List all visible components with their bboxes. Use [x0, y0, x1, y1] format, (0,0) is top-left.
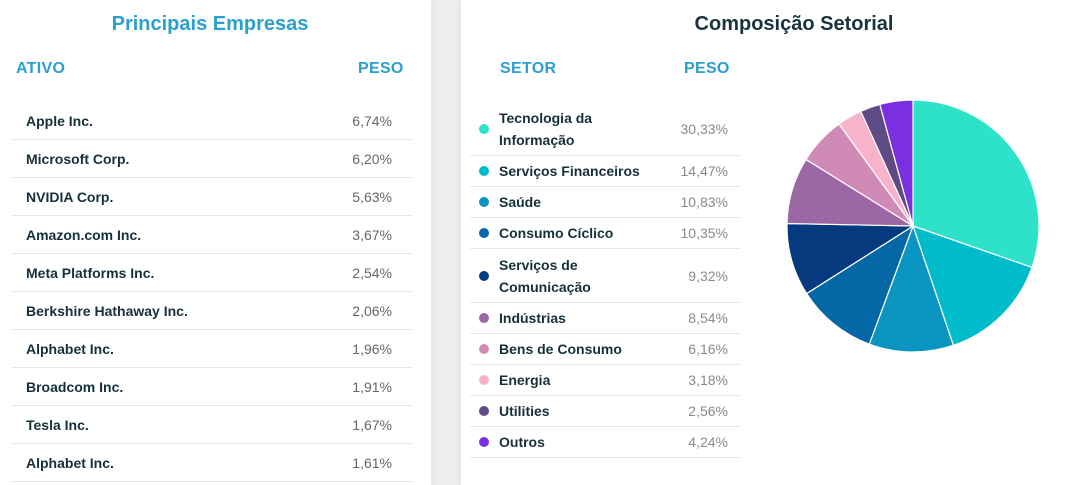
sector-color-dot-icon: [479, 166, 489, 176]
sector-row: Indústrias 8,54%: [470, 303, 740, 334]
company-name: NVIDIA Corp.: [26, 188, 114, 205]
sector-weight: 9,32%: [688, 267, 728, 284]
sector-weight: 6,16%: [688, 341, 728, 357]
pie-slice[interactable]: [868, 224, 955, 353]
sector-color-dot-icon: [479, 344, 489, 354]
company-row: Alphabet Inc. 1,61%: [12, 444, 412, 482]
sector-pie-chart: [786, 99, 1040, 353]
company-row: Meta Platforms Inc. 2,54%: [12, 254, 412, 292]
company-name: Amazon.com Inc.: [26, 226, 142, 243]
sector-color-dot-icon: [479, 313, 489, 323]
sector-name: Serviços Financeiros: [499, 163, 640, 179]
sector-color-dot-icon: [479, 228, 489, 238]
company-row: NVIDIA Corp. 5,63%: [12, 178, 412, 216]
company-weight: 3,67%: [352, 226, 392, 243]
company-name: Broadcom Inc.: [26, 378, 124, 395]
sector-weight: 8,54%: [688, 310, 728, 326]
sector-row: Energia 3,18%: [470, 365, 740, 396]
company-name: Alphabet Inc.: [26, 340, 114, 357]
sector-color-dot-icon: [479, 123, 489, 134]
company-name: Tesla Inc.: [26, 416, 89, 433]
sector-color-dot-icon: [479, 375, 489, 385]
pie-slice[interactable]: [912, 225, 1033, 347]
company-name: Apple Inc.: [26, 112, 93, 129]
sector-name: Bens de Consumo: [499, 341, 622, 357]
sector-name: Outros: [499, 434, 545, 450]
company-row: Microsoft Corp. 6,20%: [12, 140, 412, 178]
sector-name: Serviços de Comunicação: [499, 256, 591, 295]
company-weight: 2,06%: [352, 302, 392, 319]
sector-weight: 2,56%: [688, 403, 728, 419]
sector-row: Bens de Consumo 6,16%: [470, 334, 740, 365]
sector-weight-column-header: PESO: [684, 60, 730, 77]
sector-row: Tecnologia da Informação 30,33%: [470, 102, 740, 156]
company-weight: 1,96%: [352, 340, 392, 357]
company-weight: 6,20%: [352, 150, 392, 167]
sector-weight: 10,83%: [680, 194, 728, 210]
sector-weight: 4,24%: [688, 434, 728, 450]
sector-row: Utilities 2,56%: [470, 396, 740, 427]
company-weight: 5,63%: [352, 188, 392, 205]
company-row: Apple Inc. 6,74%: [12, 102, 412, 140]
company-weight: 1,91%: [352, 378, 392, 395]
sector-color-dot-icon: [479, 406, 489, 416]
company-row: Amazon.com Inc. 3,67%: [12, 216, 412, 254]
sector-weight: 30,33%: [680, 120, 728, 137]
company-name: Microsoft Corp.: [26, 150, 130, 167]
company-row: Tesla Inc. 1,67%: [12, 406, 412, 444]
sector-name: Consumo Cíclico: [499, 225, 614, 241]
company-name: Alphabet Inc.: [26, 454, 114, 471]
company-weight: 1,67%: [352, 416, 392, 433]
company-weight: 1,61%: [352, 454, 392, 471]
company-row: Berkshire Hathaway Inc. 2,06%: [12, 292, 412, 330]
pie-slice[interactable]: [805, 224, 915, 345]
sector-name: Saúde: [499, 194, 542, 210]
sector-color-dot-icon: [479, 270, 489, 281]
sector-row: Serviços de Comunicação 9,32%: [470, 249, 740, 303]
company-weight: 6,74%: [352, 112, 392, 129]
sector-weight: 14,47%: [680, 163, 728, 179]
sector-name: Utilities: [499, 403, 550, 419]
company-name: Berkshire Hathaway Inc.: [26, 302, 188, 319]
asset-column-header: ATIVO: [16, 60, 66, 77]
sector-row: Outros 4,24%: [470, 427, 740, 458]
sector-name: Tecnologia da Informação: [499, 109, 593, 148]
sector-color-dot-icon: [479, 197, 489, 207]
company-name: Meta Platforms Inc.: [26, 264, 155, 281]
company-weight: 2,54%: [352, 264, 392, 281]
sector-row: Consumo Cíclico 10,35%: [470, 218, 740, 249]
company-row: Broadcom Inc. 1,91%: [12, 368, 412, 406]
sector-row: Serviços Financeiros 14,47%: [470, 156, 740, 187]
weight-column-header: PESO: [358, 60, 404, 77]
sector-name: Indústrias: [499, 310, 566, 326]
sector-row: Saúde 10,83%: [470, 187, 740, 218]
company-row: Alphabet Inc. 1,96%: [12, 330, 412, 368]
sector-color-dot-icon: [479, 437, 489, 447]
top-companies-title: Principais Empresas: [111, 13, 309, 35]
sector-weight: 3,18%: [688, 372, 728, 388]
sector-weight: 10,35%: [680, 225, 728, 241]
top-companies-panel: Principais Empresas ATIVO PESO: [0, 0, 431, 485]
pie-slice[interactable]: [912, 99, 1040, 269]
pie-slice[interactable]: [879, 99, 914, 227]
sector-column-header: SETOR: [500, 60, 557, 77]
sector-composition-title: Composição Setorial: [694, 13, 894, 35]
sector-name: Energia: [499, 372, 551, 388]
